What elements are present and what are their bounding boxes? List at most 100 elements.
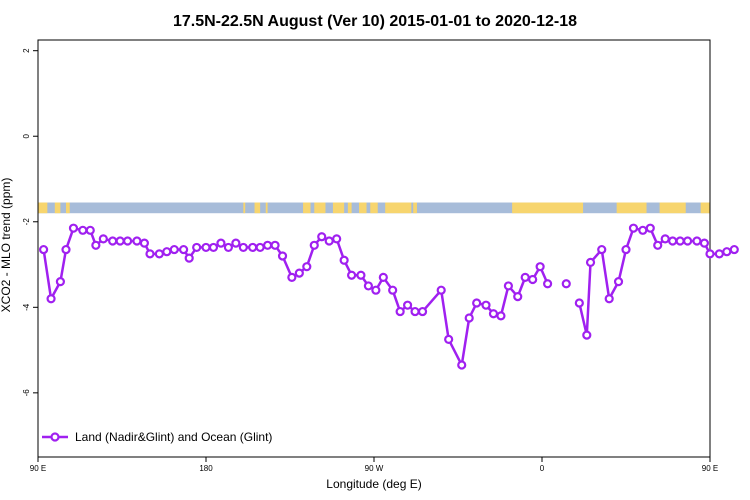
y-tick-label: -6 <box>22 389 31 397</box>
data-point <box>132 236 142 246</box>
data-point <box>638 225 648 235</box>
data-point <box>78 225 88 235</box>
data-point <box>503 281 513 291</box>
data-point <box>309 240 319 250</box>
land-span <box>254 202 261 214</box>
land-span <box>370 202 378 214</box>
x-axis: 90 E 180 90 W 0 90 E <box>30 457 718 473</box>
data-point <box>585 257 596 267</box>
data-point <box>699 238 710 248</box>
data-point <box>444 334 454 344</box>
data-point <box>347 270 357 280</box>
land-span <box>332 202 345 214</box>
data-point <box>231 238 241 248</box>
land-span <box>659 202 686 214</box>
series-layer <box>38 223 739 370</box>
x-tick-label: 90 E <box>30 464 46 473</box>
data-point <box>223 242 233 253</box>
data-point <box>528 274 538 285</box>
data-point <box>169 244 179 255</box>
land-span <box>38 202 48 214</box>
data-point <box>98 234 108 244</box>
data-point <box>464 313 474 323</box>
data-point <box>535 262 545 272</box>
y-tick-label: -2 <box>22 218 31 226</box>
land-span <box>314 202 326 214</box>
legend-label: Land (Nadir&Glint) and Ocean (Glint) <box>75 430 272 444</box>
data-point <box>46 294 56 304</box>
data-point <box>574 298 584 308</box>
land-span <box>359 202 367 214</box>
plot-frame <box>37 39 711 458</box>
data-point <box>628 223 639 233</box>
y-tick-label: 0 <box>22 133 31 138</box>
y-axis-label: XCO2 - MLO trend (ppm) <box>0 178 13 313</box>
land-span <box>616 202 647 214</box>
data-point <box>371 285 381 295</box>
data-point <box>263 240 273 250</box>
data-point <box>472 298 482 308</box>
land-span <box>413 202 417 214</box>
y-tick-label: -4 <box>22 303 31 311</box>
data-point <box>613 277 624 287</box>
data-point <box>145 249 155 259</box>
data-point <box>68 223 79 233</box>
land-span <box>54 202 61 214</box>
data-point <box>542 279 553 289</box>
data-point <box>317 232 327 242</box>
land-mask-band <box>38 202 710 214</box>
data-point <box>653 240 663 250</box>
x-tick-label: 90 E <box>702 464 718 473</box>
land-span <box>66 202 70 214</box>
land-span <box>512 202 584 214</box>
data-point <box>270 240 280 250</box>
legend-marker <box>50 432 60 442</box>
data-point <box>363 281 373 291</box>
series-line <box>42 226 549 367</box>
plot-border <box>37 39 711 458</box>
data-point <box>561 279 571 289</box>
data-point <box>705 249 715 259</box>
data-point <box>139 238 149 248</box>
x-tick-label: 0 <box>540 464 545 473</box>
data-point <box>729 244 739 255</box>
land-span <box>303 202 311 214</box>
data-point <box>255 242 265 253</box>
data-point <box>162 247 172 257</box>
data-point <box>488 309 499 319</box>
data-point <box>216 238 226 248</box>
x-tick-label: 90 W <box>365 464 384 473</box>
data-point <box>395 306 405 317</box>
data-point <box>38 244 49 255</box>
data-point <box>714 249 724 259</box>
data-point <box>55 277 66 287</box>
data-point <box>192 242 202 253</box>
data-point <box>91 240 101 250</box>
data-point <box>61 244 71 255</box>
data-point <box>692 236 702 246</box>
x-tick-label: 180 <box>199 464 213 473</box>
y-axis: 2 0 -2 -4 -6 <box>22 48 38 396</box>
data-point <box>597 244 607 255</box>
data-point <box>248 242 258 253</box>
data-point <box>436 285 446 295</box>
data-point <box>621 244 631 255</box>
data-point <box>675 236 685 246</box>
data-point <box>660 234 670 244</box>
data-point <box>722 247 732 257</box>
data-point <box>108 236 118 246</box>
data-point <box>682 236 693 246</box>
data-point <box>403 300 413 310</box>
data-point <box>417 306 428 317</box>
land-span <box>385 202 412 214</box>
data-point <box>122 236 133 246</box>
data-point <box>238 242 248 253</box>
data-point <box>332 234 342 244</box>
data-point <box>277 251 288 261</box>
data-point <box>378 272 388 282</box>
data-point <box>604 294 614 304</box>
land-span <box>347 202 352 214</box>
data-point <box>85 225 95 235</box>
data-point <box>201 242 211 253</box>
data-point <box>184 253 194 263</box>
